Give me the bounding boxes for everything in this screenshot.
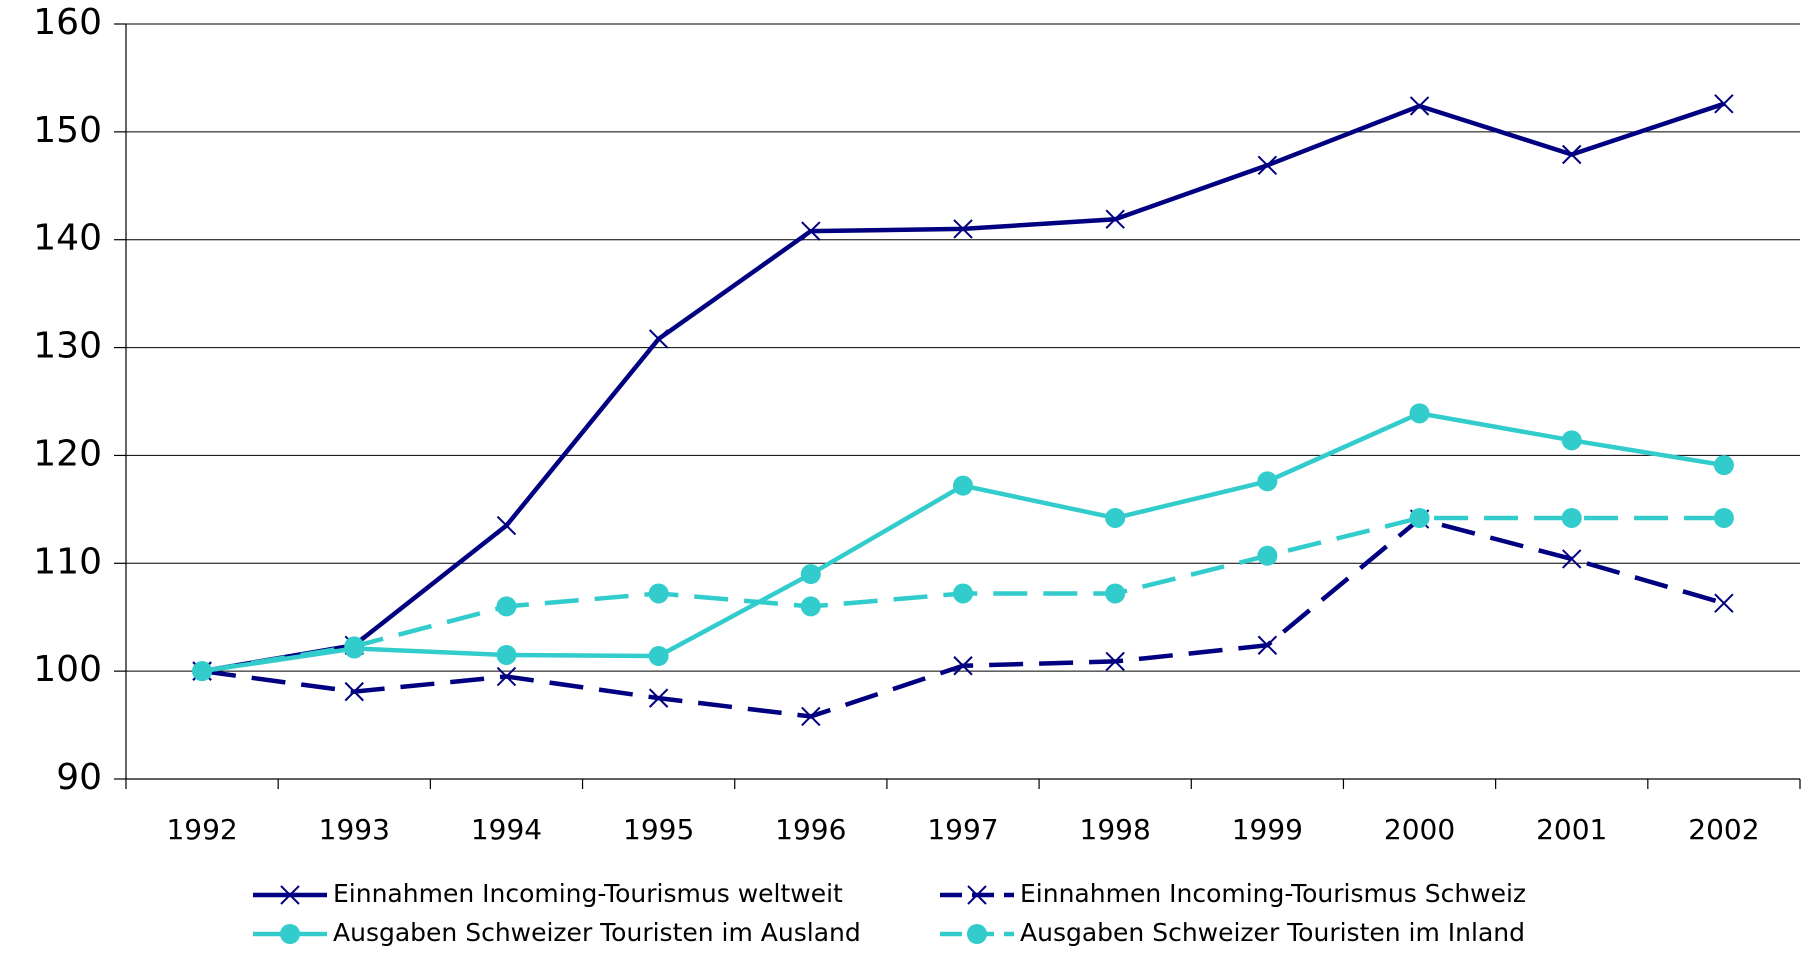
point <box>648 329 669 349</box>
x-tick-label: 1999 <box>1232 813 1303 846</box>
point <box>1257 155 1278 176</box>
y-tick-label: 140 <box>33 218 102 259</box>
y-tick-label: 110 <box>33 541 102 582</box>
point <box>344 681 364 702</box>
legend-label: Ausgaben Schweizer Touristen im Inland <box>1020 918 1525 947</box>
point <box>1257 545 1278 566</box>
point <box>1257 471 1278 492</box>
point <box>801 221 821 241</box>
point <box>953 219 973 239</box>
point <box>1561 430 1582 451</box>
x-tick-label: 1993 <box>319 813 390 846</box>
y-tick-label: 130 <box>33 326 102 367</box>
legend-marker <box>280 885 300 905</box>
point <box>496 596 517 617</box>
point <box>1257 635 1278 655</box>
y-tick-label: 150 <box>33 110 102 151</box>
legend-marker <box>967 924 987 944</box>
legend-label: Einnahmen Incoming-Tourismus weltweit <box>333 879 843 908</box>
x-tick-label: 2000 <box>1384 813 1455 846</box>
point <box>496 515 517 536</box>
x-tick-label: 1996 <box>775 813 846 846</box>
point <box>953 583 973 604</box>
point <box>1714 593 1734 613</box>
y-tick-label: 90 <box>56 757 102 798</box>
point <box>1562 144 1582 165</box>
y-tick-label: 100 <box>33 649 102 690</box>
point <box>1409 96 1430 116</box>
point <box>1409 507 1430 528</box>
series-line <box>201 411 1725 674</box>
point <box>1105 651 1125 672</box>
point <box>496 666 517 687</box>
point <box>800 564 821 585</box>
point <box>192 661 213 682</box>
point <box>801 706 821 727</box>
legend-label: Einnahmen Incoming-Tourismus Schweiz <box>1020 879 1526 908</box>
point <box>1409 403 1430 424</box>
point <box>648 583 669 604</box>
x-tick-label: 1992 <box>166 813 237 846</box>
series-line <box>201 516 1725 719</box>
point <box>1105 209 1125 229</box>
x-tick-label: 2002 <box>1688 813 1759 846</box>
point <box>648 646 669 667</box>
x-tick-label: 1995 <box>623 813 694 846</box>
point <box>648 688 669 708</box>
legend-marker <box>967 885 987 905</box>
point <box>1714 94 1734 114</box>
point <box>953 475 973 496</box>
point <box>1713 455 1734 476</box>
point <box>1105 583 1126 604</box>
point <box>496 644 517 665</box>
point <box>1713 507 1734 528</box>
point <box>1105 507 1126 528</box>
point <box>953 656 973 676</box>
y-tick-label: 120 <box>33 433 102 474</box>
x-tick-label: 1997 <box>927 813 998 846</box>
y-tick-label: 160 <box>33 2 102 43</box>
x-tick-label: 1994 <box>471 813 542 846</box>
point <box>1562 549 1582 569</box>
point <box>800 596 821 617</box>
x-tick-label: 2001 <box>1536 813 1607 846</box>
point <box>1561 507 1582 528</box>
x-tick-label: 1998 <box>1080 813 1151 846</box>
legend-marker <box>280 924 300 944</box>
legend-label: Ausgaben Schweizer Touristen im Ausland <box>333 918 861 947</box>
point <box>344 636 365 657</box>
